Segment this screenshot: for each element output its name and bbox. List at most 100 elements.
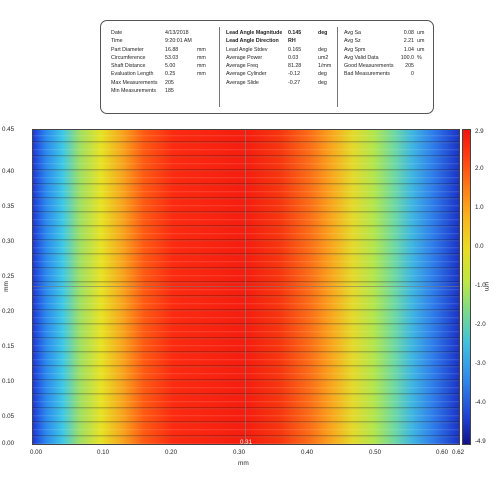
info-row: Evaluation Length 0.25 mm bbox=[111, 70, 215, 78]
colorbar-tick: -3.0 bbox=[475, 360, 486, 367]
y-tick-label: 0.00 bbox=[2, 440, 15, 447]
info-label: Average Cylinder bbox=[226, 71, 267, 78]
crosshair-vertical[interactable] bbox=[245, 130, 246, 444]
info-unit: 1/mm bbox=[318, 63, 332, 70]
info-value: 81.28 bbox=[288, 63, 302, 70]
info-unit: deg bbox=[318, 71, 327, 78]
info-unit: mm bbox=[197, 46, 206, 53]
x-axis-label: mm bbox=[238, 460, 249, 467]
info-row: Average Cylinder -0.12 deg bbox=[226, 70, 336, 78]
x-tick-label: 0.30 bbox=[233, 449, 246, 456]
info-label: Average Slide bbox=[226, 79, 259, 86]
info-value: 0.03 bbox=[288, 54, 299, 61]
info-value: 0.08 bbox=[403, 30, 414, 36]
info-row: Bad Measurements 0 bbox=[344, 70, 429, 78]
info-row: Average Freq 81.28 1/mm bbox=[226, 62, 336, 70]
info-unit: mm bbox=[197, 63, 206, 70]
info-value: 53.03 bbox=[165, 54, 179, 61]
y-tick-label: 0.25 bbox=[2, 273, 15, 280]
info-label: Part Diameter bbox=[111, 46, 144, 53]
y-tick-label: 0.10 bbox=[2, 378, 15, 385]
x-tick-label: 0.20 bbox=[165, 449, 178, 456]
info-value: 16.88 bbox=[165, 46, 179, 53]
colorbar-tick: -4.9 bbox=[475, 438, 486, 445]
info-row: Avg Valid Data 100.0% bbox=[344, 54, 429, 62]
info-unit bbox=[197, 29, 215, 37]
info-row: Avg Spm 1.04 um bbox=[344, 46, 429, 54]
info-label: Lead Angle Magnitude bbox=[226, 30, 283, 36]
colorbar-tick: 2.9 bbox=[475, 128, 484, 135]
info-panel: Date 4/13/2018 Time 9:20:01 AM Part Diamet… bbox=[100, 20, 434, 114]
info-unit: mm bbox=[197, 71, 206, 78]
info-row: Lead Angle Stdev 0.165 deg bbox=[226, 46, 336, 54]
info-label: Avg Spm bbox=[344, 46, 366, 53]
info-value: 0.165 bbox=[288, 46, 302, 53]
info-row: Average Power 0.03 um2 bbox=[226, 54, 336, 62]
y-tick-label: 0.20 bbox=[2, 308, 15, 315]
info-unit: um bbox=[417, 38, 425, 45]
info-label: Avg Sz bbox=[344, 38, 361, 45]
info-value: 5.00 bbox=[165, 63, 176, 70]
y-axis-label: mm bbox=[2, 281, 10, 292]
info-value: 1.04 bbox=[403, 46, 414, 53]
info-value: 0.25 bbox=[165, 71, 176, 78]
info-row: Avg Sz 2.21 um bbox=[344, 37, 429, 45]
x-tick-label: 0.40 bbox=[301, 449, 314, 456]
info-row: Lead Angle Magnitude 0.145 deg bbox=[226, 29, 336, 37]
info-row: Part Diameter 16.88 mm bbox=[111, 46, 215, 54]
info-unit bbox=[197, 87, 215, 95]
info-unit: % bbox=[417, 54, 422, 61]
info-unit: um2 bbox=[318, 54, 329, 61]
info-divider bbox=[219, 27, 220, 107]
colorbar-tick: 0.0 bbox=[475, 243, 484, 250]
info-unit bbox=[197, 79, 215, 87]
info-label: Average Freq bbox=[226, 63, 258, 70]
info-row: Circumference 53.03 mm bbox=[111, 54, 215, 62]
colorbar-unit-label: um bbox=[483, 281, 491, 292]
info-row: Date 4/13/2018 bbox=[111, 29, 215, 37]
info-column-left: Date 4/13/2018 Time 9:20:01 AM Part Diamet… bbox=[111, 29, 215, 95]
info-label: Time bbox=[111, 38, 123, 45]
info-unit: um bbox=[417, 46, 425, 53]
x-tick-label: 0.00 bbox=[30, 449, 43, 456]
info-label: Circumference bbox=[111, 54, 146, 61]
info-label: Lead Angle Stdev bbox=[226, 46, 268, 53]
colorbar-tick: -1.0 bbox=[475, 282, 486, 289]
info-label: Good Measurements bbox=[344, 63, 394, 70]
x-tick-label: 0.10 bbox=[97, 449, 110, 456]
info-value: 205 bbox=[405, 63, 414, 70]
info-value: RH bbox=[288, 38, 296, 45]
info-value: -0.12 bbox=[288, 71, 301, 78]
info-unit bbox=[197, 37, 215, 45]
info-label: Max Measurements bbox=[111, 79, 158, 86]
info-value: 2.21 bbox=[403, 38, 414, 45]
info-unit bbox=[318, 37, 336, 45]
info-value: 0.145 bbox=[288, 30, 302, 36]
info-unit bbox=[417, 62, 429, 70]
info-value: 100.0 bbox=[400, 54, 414, 61]
y-tick-label: 0.30 bbox=[2, 238, 15, 245]
info-value: 185 bbox=[165, 88, 174, 95]
info-divider bbox=[337, 27, 338, 107]
info-value: 0 bbox=[411, 71, 414, 78]
colorbar-tick: 2.0 bbox=[475, 165, 484, 172]
info-value: 9:20:01 AM bbox=[165, 38, 192, 45]
surface-height-map[interactable] bbox=[32, 129, 460, 445]
info-row: Average Slide -0.27 deg bbox=[226, 79, 336, 87]
info-label: Avg Sa bbox=[344, 30, 361, 36]
colorbar bbox=[462, 129, 471, 445]
info-row: Max Measurements 205 bbox=[111, 79, 215, 87]
colorbar-tick: -4.0 bbox=[475, 399, 486, 406]
info-unit: deg bbox=[318, 79, 327, 86]
crosshair-horizontal[interactable] bbox=[33, 286, 459, 287]
x-tick-label: 0.50 bbox=[369, 449, 382, 456]
y-tick-label: 0.15 bbox=[2, 343, 15, 350]
info-label: Min Measurements bbox=[111, 88, 157, 95]
info-row: Lead Angle Direction RH bbox=[226, 37, 336, 45]
info-unit: deg bbox=[318, 30, 328, 36]
info-unit: deg bbox=[318, 46, 327, 53]
y-tick-label: 0.35 bbox=[2, 203, 15, 210]
y-tick-label: 0.45 bbox=[2, 126, 15, 133]
info-row: Min Measurements 185 bbox=[111, 87, 215, 95]
info-value: -0.27 bbox=[288, 79, 301, 86]
